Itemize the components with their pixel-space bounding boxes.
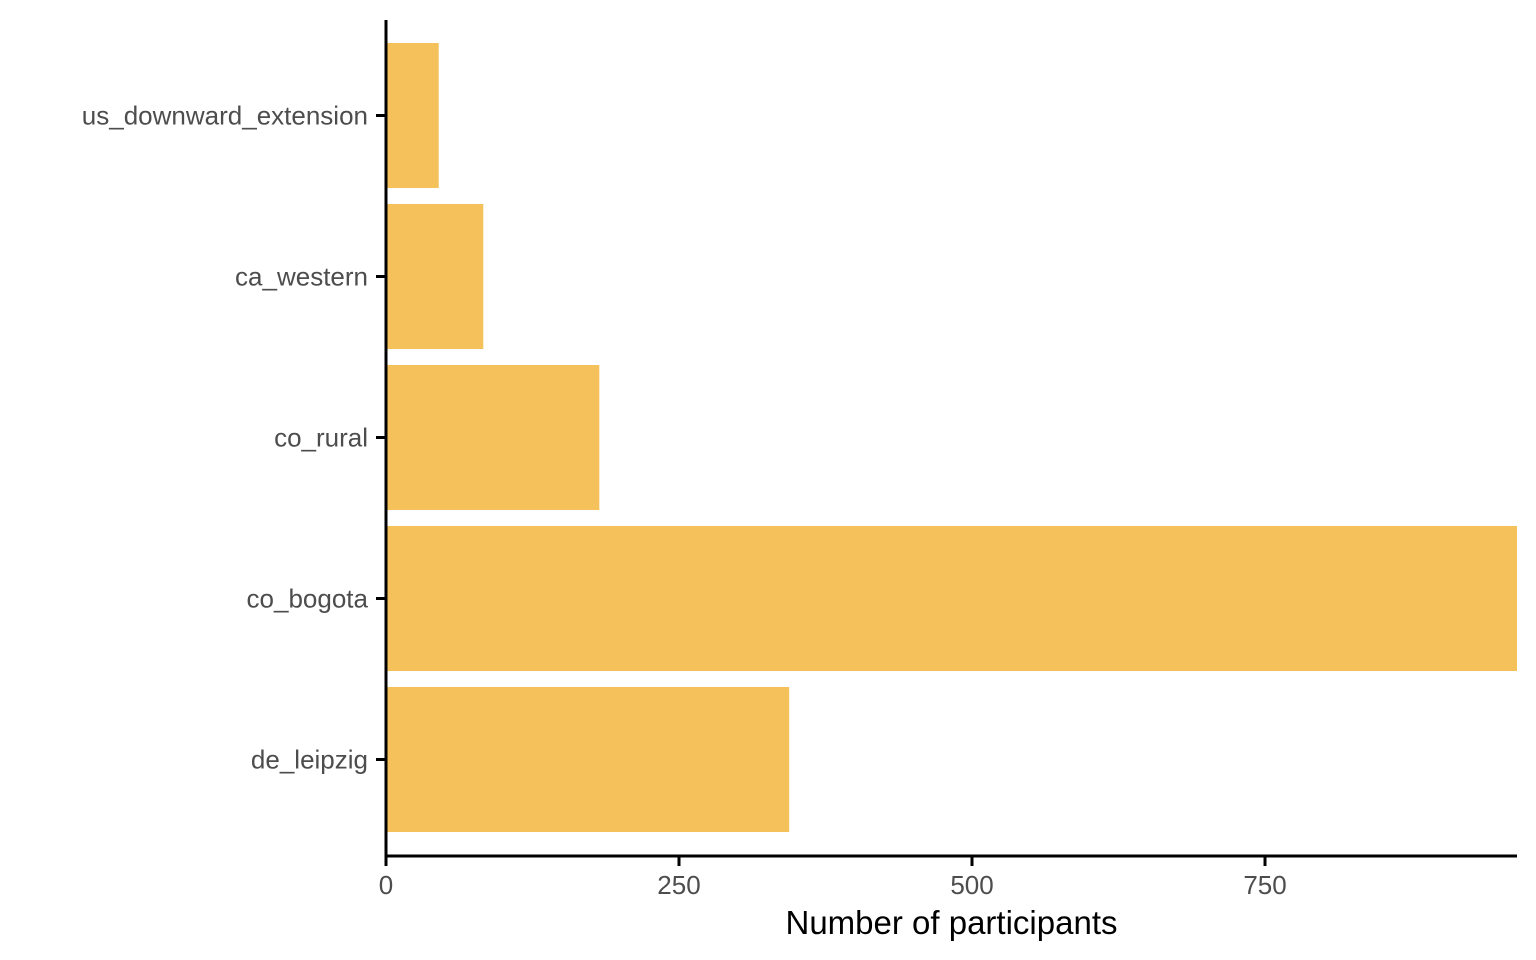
bar-co-bogota	[386, 526, 1517, 671]
y-tick-label: us_downward_extension	[82, 101, 368, 131]
y-axis-ticks: us_downward_extension ca_western co_ruralc…	[82, 101, 386, 775]
bar-de-leipzig	[386, 687, 790, 832]
y-tick-label: de_leipzig	[251, 745, 368, 775]
y-tick-label: ca_western	[235, 262, 368, 292]
x-tick-label: 500	[950, 870, 993, 900]
x-axis-ticks: 0 250 500 750	[379, 856, 1287, 900]
y-tick-label: co_bogota	[247, 584, 369, 614]
bar-us-downward-extension	[386, 43, 439, 188]
y-tick-label: co_rural	[274, 423, 368, 453]
x-tick-label: 250	[657, 870, 700, 900]
bars-group	[386, 43, 1517, 832]
bar-ca-western	[386, 204, 484, 349]
x-tick-label: 0	[379, 870, 393, 900]
bar-co-rural	[386, 365, 600, 510]
x-axis-title: Number of participants	[786, 904, 1118, 941]
x-tick-label: 750	[1243, 870, 1286, 900]
